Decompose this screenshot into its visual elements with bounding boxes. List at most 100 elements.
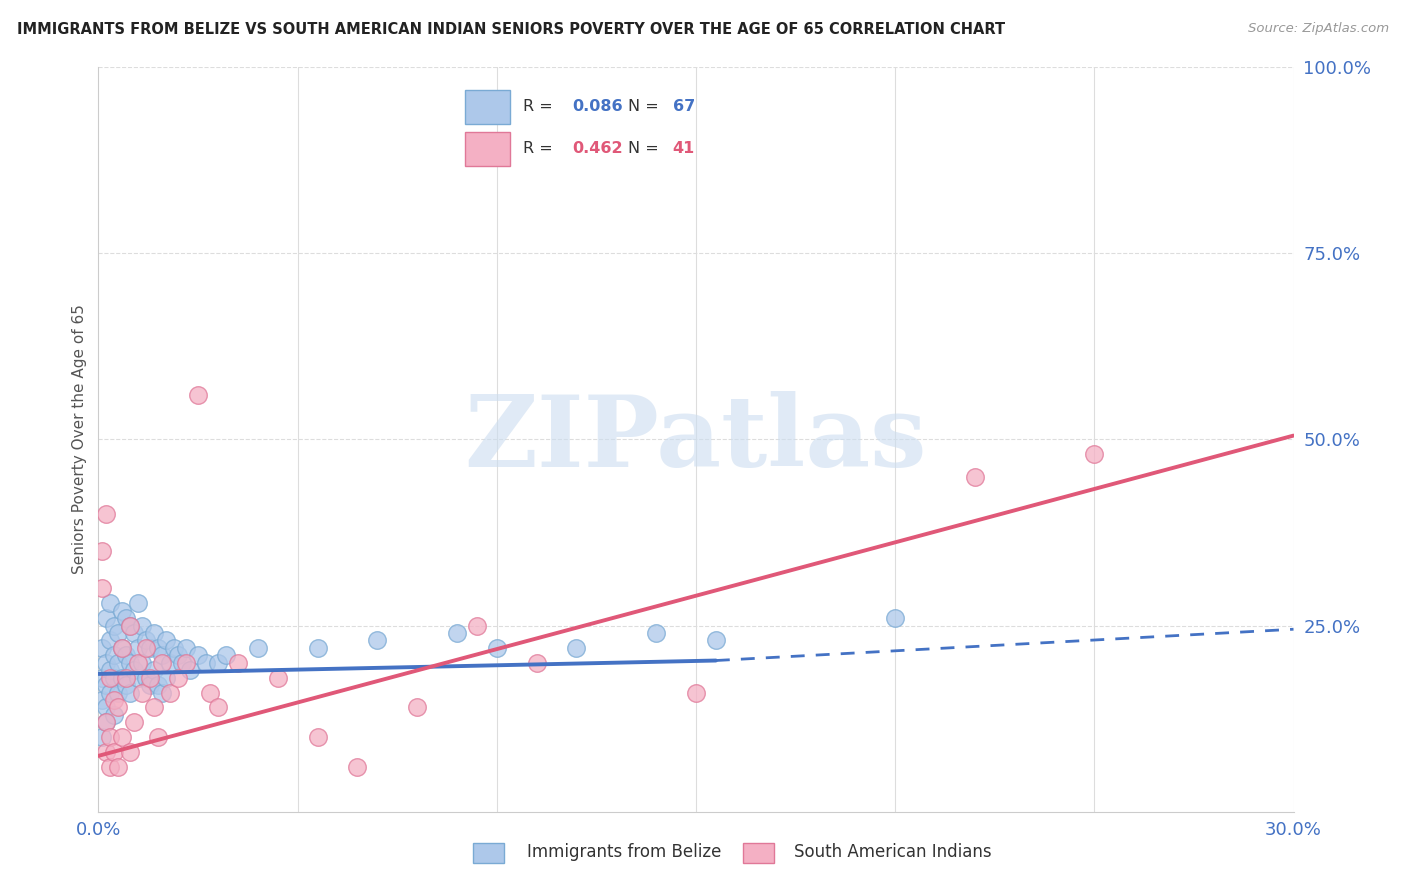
Point	[103, 671, 125, 685]
Point	[143, 626, 166, 640]
Point	[120, 685, 142, 699]
Point	[187, 648, 209, 663]
Point	[115, 678, 138, 692]
Point	[187, 387, 209, 401]
Point	[406, 700, 429, 714]
Point	[124, 715, 146, 730]
Text: ZIPatlas: ZIPatlas	[465, 391, 927, 488]
Point	[139, 640, 162, 655]
Point	[96, 745, 118, 759]
Point	[91, 671, 114, 685]
Point	[179, 663, 201, 677]
Point	[148, 678, 170, 692]
Point	[465, 618, 488, 632]
Point	[167, 648, 190, 663]
Text: IMMIGRANTS FROM BELIZE VS SOUTH AMERICAN INDIAN SENIORS POVERTY OVER THE AGE OF : IMMIGRANTS FROM BELIZE VS SOUTH AMERICAN…	[17, 22, 1005, 37]
Point	[195, 656, 218, 670]
Point	[111, 671, 134, 685]
Point	[207, 700, 229, 714]
Point	[91, 640, 114, 655]
Point	[159, 685, 181, 699]
Point	[155, 671, 177, 685]
Y-axis label: Seniors Poverty Over the Age of 65: Seniors Poverty Over the Age of 65	[72, 304, 87, 574]
Point	[98, 663, 122, 677]
Point	[120, 618, 142, 632]
Point	[226, 656, 249, 670]
Point	[198, 685, 221, 699]
Point	[120, 618, 142, 632]
Point	[127, 656, 149, 670]
Point	[96, 611, 118, 625]
Point	[111, 604, 134, 618]
Point	[96, 507, 118, 521]
Point	[103, 707, 125, 722]
Point	[172, 656, 194, 670]
Point	[246, 640, 269, 655]
Text: Immigrants from Belize: Immigrants from Belize	[527, 843, 721, 861]
Point	[155, 633, 177, 648]
Point	[96, 656, 118, 670]
Point	[115, 611, 138, 625]
Point	[150, 648, 173, 663]
Point	[103, 693, 125, 707]
Point	[98, 596, 122, 610]
Point	[963, 469, 986, 483]
Point	[645, 626, 668, 640]
Point	[150, 685, 173, 699]
Point	[96, 715, 118, 730]
Point	[96, 715, 118, 730]
Point	[107, 685, 129, 699]
Point	[96, 700, 118, 714]
Point	[685, 685, 707, 699]
Point	[366, 633, 388, 648]
Point	[115, 648, 138, 663]
Point	[124, 663, 146, 677]
Point	[111, 640, 134, 655]
Point	[215, 648, 238, 663]
Point	[115, 671, 138, 685]
Point	[103, 618, 125, 632]
Text: Source: ZipAtlas.com: Source: ZipAtlas.com	[1249, 22, 1389, 36]
Point	[163, 640, 186, 655]
Point	[565, 640, 588, 655]
Point	[91, 544, 114, 558]
Point	[111, 640, 134, 655]
Point	[346, 760, 368, 774]
Point	[107, 656, 129, 670]
Point	[704, 633, 727, 648]
Point	[91, 582, 114, 596]
Point	[143, 663, 166, 677]
Point	[207, 656, 229, 670]
Point	[103, 648, 125, 663]
Point	[143, 700, 166, 714]
Point	[139, 678, 162, 692]
Point	[127, 671, 149, 685]
Point	[174, 656, 197, 670]
Bar	[472, 843, 505, 863]
Point	[267, 671, 290, 685]
Point	[135, 671, 157, 685]
Point	[98, 730, 122, 744]
Point	[107, 700, 129, 714]
Point	[1083, 447, 1105, 461]
Point	[91, 693, 114, 707]
Point	[96, 678, 118, 692]
Point	[446, 626, 468, 640]
Point	[91, 730, 114, 744]
Point	[307, 730, 329, 744]
Text: South American Indians: South American Indians	[794, 843, 993, 861]
Point	[124, 626, 146, 640]
Point	[107, 626, 129, 640]
Point	[107, 760, 129, 774]
Point	[103, 745, 125, 759]
Point	[111, 730, 134, 744]
Point	[159, 656, 181, 670]
Point	[167, 671, 190, 685]
Point	[98, 671, 122, 685]
Point	[485, 640, 508, 655]
Point	[307, 640, 329, 655]
Bar	[742, 843, 775, 863]
Point	[131, 618, 153, 632]
Point	[148, 640, 170, 655]
Point	[131, 656, 153, 670]
